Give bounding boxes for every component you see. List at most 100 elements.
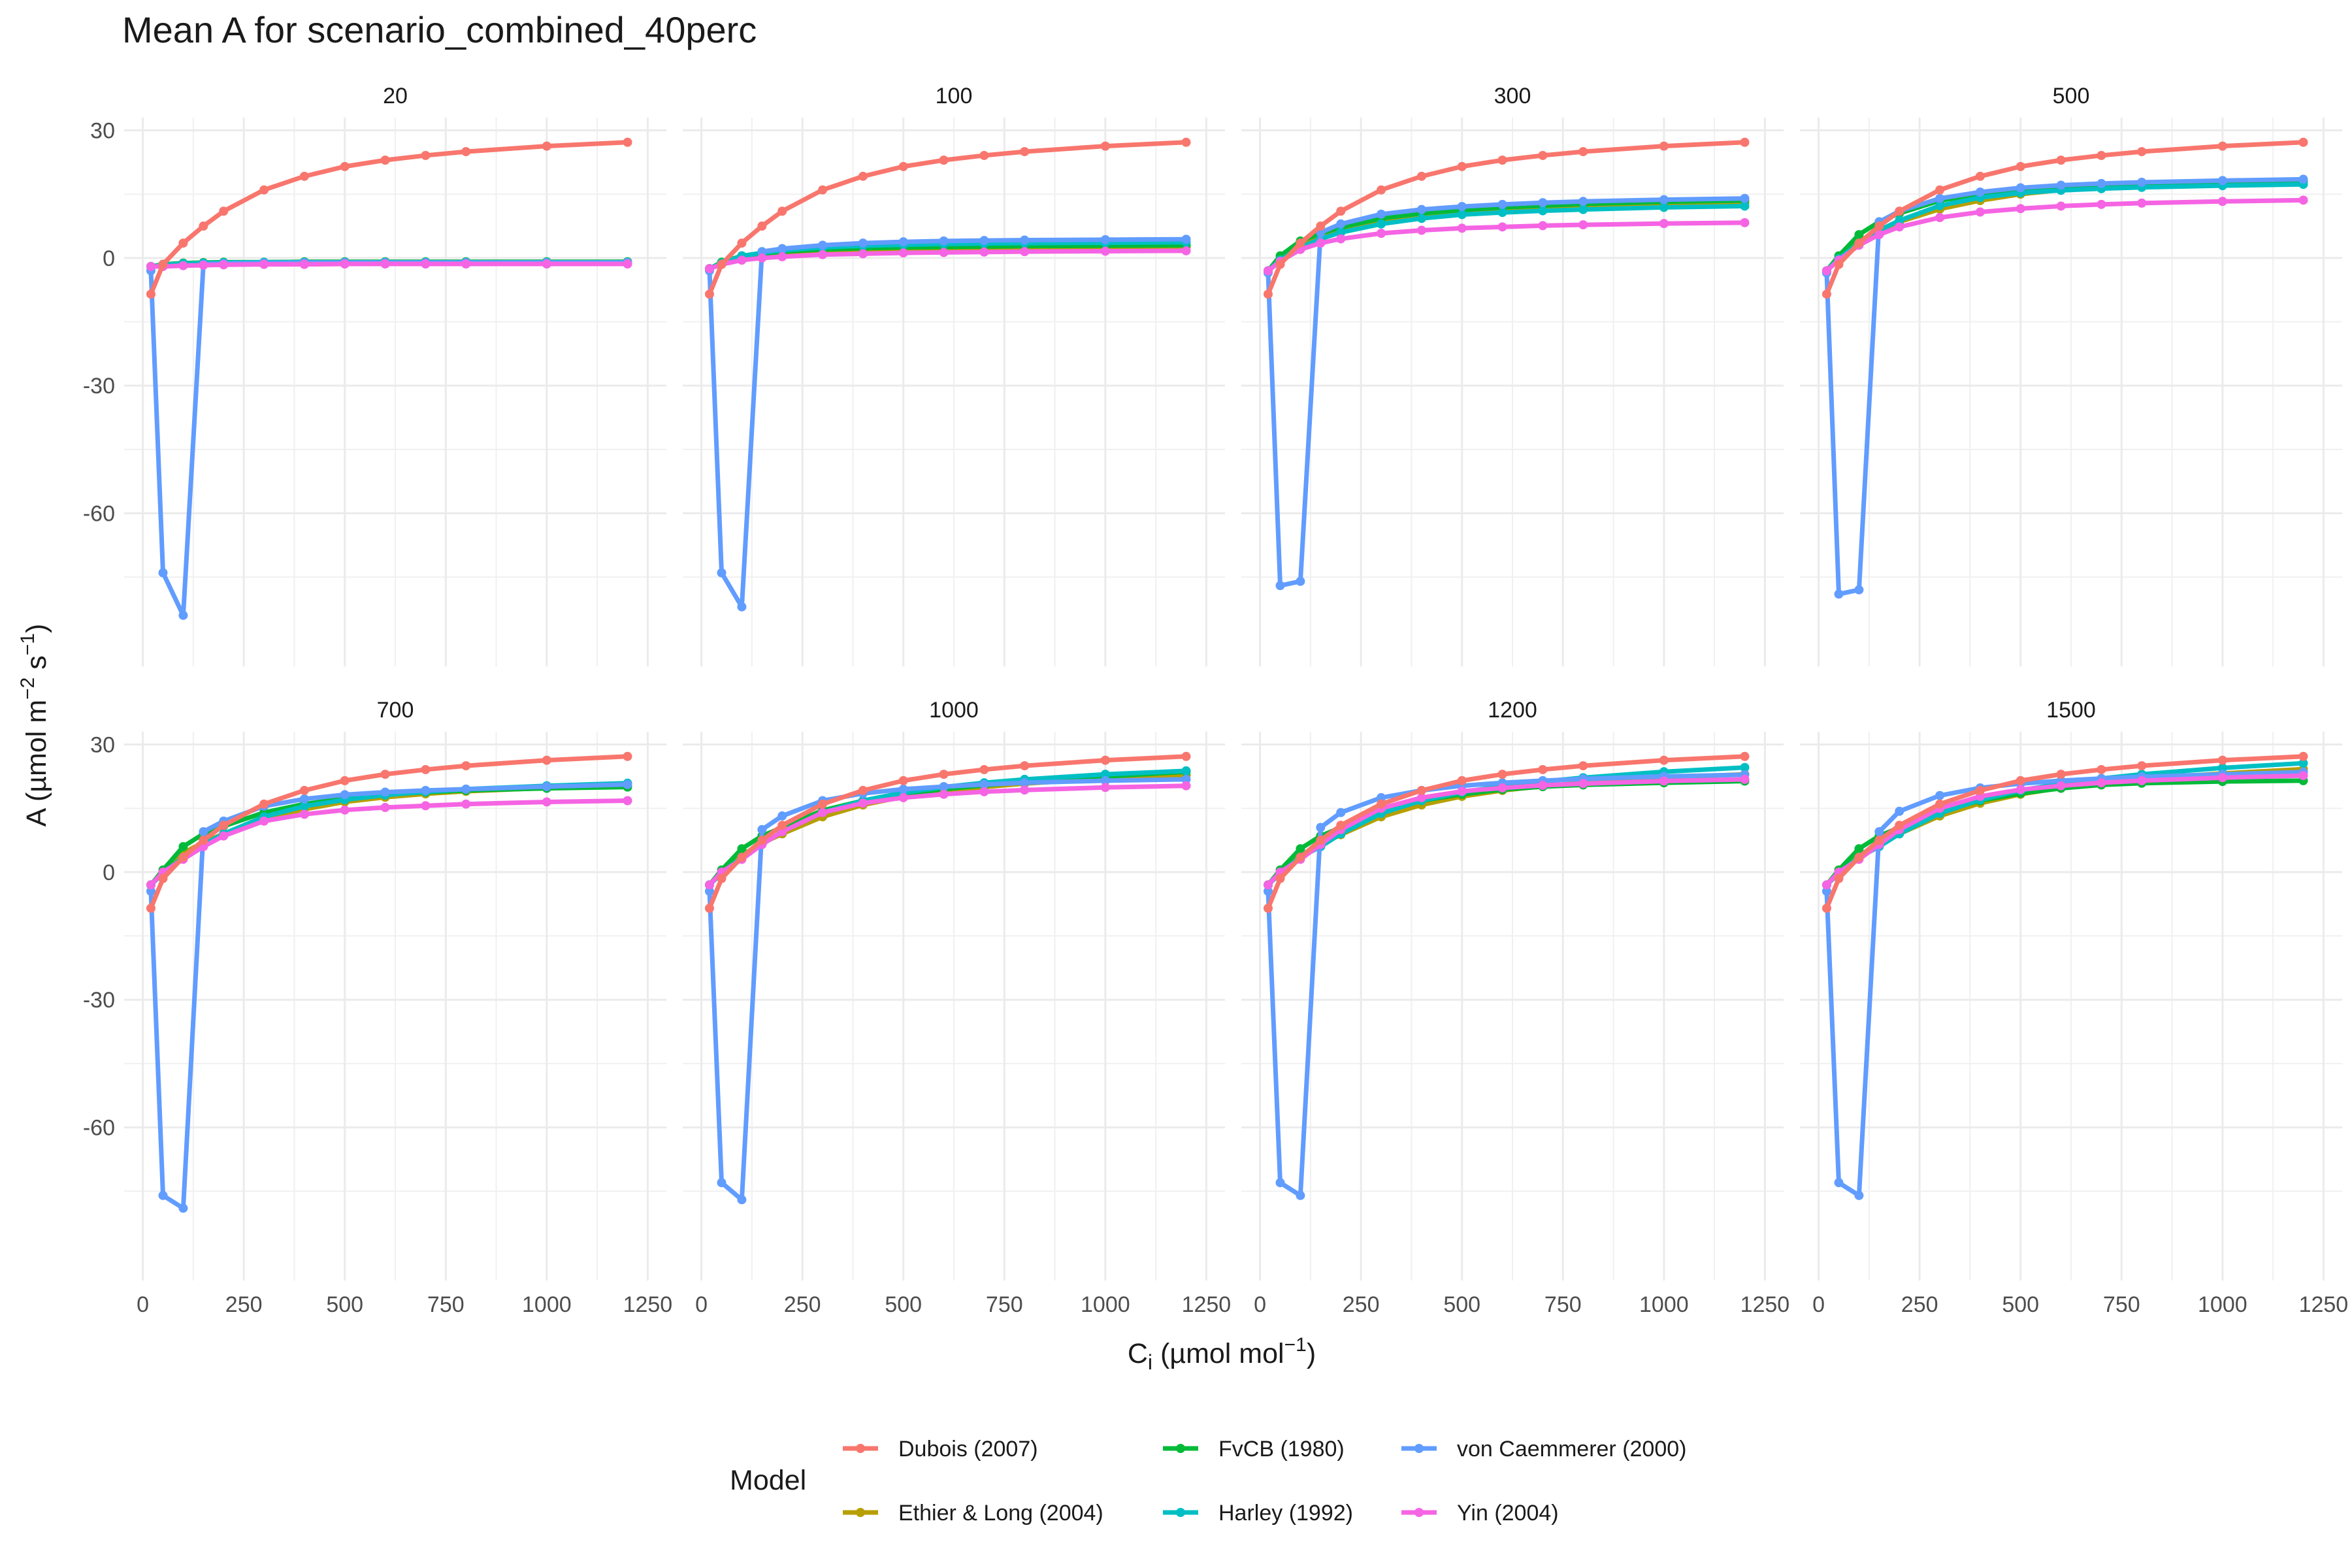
- data-point-dubois-2007: [757, 221, 767, 231]
- data-point-yin-2004: [704, 880, 714, 890]
- legend-item-fvcb-1980: FvCB (1980): [1163, 1437, 1345, 1462]
- data-point-dubois-2007: [542, 755, 551, 765]
- data-point-yin-2004: [898, 248, 908, 258]
- legend-key-point: [1176, 1508, 1185, 1517]
- data-point-dubois-2007: [1377, 799, 1386, 809]
- data-point-yin-2004: [178, 261, 188, 270]
- data-point-yin-2004: [2097, 778, 2106, 788]
- data-point-dubois-2007: [1296, 238, 1305, 248]
- data-point-yin-2004: [1659, 776, 1669, 786]
- data-point-von-caemmerer-2000: [1275, 1178, 1285, 1188]
- data-point-dubois-2007: [1316, 221, 1326, 231]
- data-point-yin-2004: [1416, 225, 1426, 235]
- data-point-von-caemmerer-2000: [1100, 235, 1110, 244]
- data-point-von-caemmerer-2000: [1497, 199, 1507, 209]
- data-point-yin-2004: [1874, 230, 1884, 240]
- data-point-dubois-2007: [421, 150, 431, 160]
- data-point-harley-1992: [299, 801, 309, 811]
- data-point-dubois-2007: [1740, 137, 1750, 147]
- series-line-von-caemmerer-2000: [707, 237, 1188, 610]
- data-point-yin-2004: [380, 259, 390, 269]
- data-point-dubois-2007: [1457, 161, 1467, 171]
- data-point-yin-2004: [2137, 198, 2147, 208]
- data-point-yin-2004: [2016, 204, 2025, 214]
- panel-strip-label: 300: [1494, 84, 1531, 108]
- data-point-harley-1992: [1457, 210, 1467, 220]
- data-point-yin-2004: [2056, 201, 2066, 211]
- data-point-von-caemmerer-2000: [178, 1203, 188, 1213]
- data-point-von-caemmerer-2000: [1336, 219, 1346, 229]
- x-tick-label: 500: [2002, 1292, 2039, 1317]
- panel-strip-label: 500: [2053, 84, 2090, 108]
- data-point-dubois-2007: [1821, 289, 1831, 299]
- data-point-dubois-2007: [1975, 171, 1985, 181]
- data-point-von-caemmerer-2000: [380, 787, 390, 797]
- panel-1200: 1200 0 250 500 750 1000 1250: [1241, 698, 1789, 1317]
- data-point-dubois-2007: [2056, 155, 2066, 165]
- data-point-dubois-2007: [979, 764, 989, 774]
- data-point-dubois-2007: [1821, 904, 1831, 913]
- data-point-von-caemmerer-2000: [158, 568, 168, 578]
- data-point-dubois-2007: [1020, 147, 1030, 157]
- data-point-yin-2004: [1578, 220, 1588, 230]
- data-point-yin-2004: [623, 796, 632, 806]
- data-point-von-caemmerer-2000: [2217, 176, 2227, 186]
- data-point-von-caemmerer-2000: [777, 811, 787, 821]
- data-point-harley-1992: [1895, 216, 1904, 225]
- data-point-dubois-2007: [199, 836, 208, 845]
- series-line-von-caemmerer-2000: [1824, 176, 2306, 596]
- data-point-dubois-2007: [1854, 853, 1864, 862]
- data-point-yin-2004: [1975, 207, 1985, 217]
- data-point-yin-2004: [898, 792, 908, 802]
- data-point-yin-2004: [979, 247, 989, 257]
- data-point-yin-2004: [340, 805, 350, 815]
- data-point-dubois-2007: [1895, 821, 1904, 830]
- legend-label: Dubois (2007): [898, 1437, 1038, 1462]
- data-point-dubois-2007: [2016, 161, 2025, 171]
- data-point-von-caemmerer-2000: [777, 244, 787, 253]
- data-point-yin-2004: [1457, 223, 1467, 233]
- data-point-dubois-2007: [1416, 785, 1426, 795]
- data-point-yin-2004: [623, 259, 632, 269]
- x-axis-label: Ci (µmol mol−1): [1128, 1334, 1316, 1374]
- x-tick-label: 0: [695, 1292, 708, 1317]
- data-point-yin-2004: [1895, 222, 1904, 232]
- legend-title: Model: [730, 1465, 806, 1496]
- data-point-von-caemmerer-2000: [158, 1190, 168, 1200]
- x-tick-label: 750: [1544, 1292, 1582, 1317]
- data-point-yin-2004: [340, 259, 350, 269]
- data-point-yin-2004: [2298, 771, 2308, 781]
- data-point-dubois-2007: [1935, 799, 1945, 809]
- data-point-harley-1992: [1659, 203, 1669, 212]
- data-point-fvcb-1980: [1854, 844, 1864, 854]
- data-point-yin-2004: [777, 252, 787, 261]
- data-point-dubois-2007: [1874, 221, 1884, 231]
- data-point-von-caemmerer-2000: [2137, 177, 2147, 187]
- data-point-von-caemmerer-2000: [1296, 1190, 1305, 1200]
- x-tick-label: 1000: [2198, 1292, 2247, 1317]
- data-point-dubois-2007: [979, 150, 989, 160]
- data-point-von-caemmerer-2000: [1181, 774, 1191, 784]
- data-point-dubois-2007: [1181, 751, 1191, 761]
- data-point-von-caemmerer-2000: [1457, 202, 1467, 212]
- data-point-yin-2004: [1740, 774, 1750, 784]
- data-point-dubois-2007: [199, 221, 208, 231]
- data-point-dubois-2007: [299, 171, 309, 181]
- data-point-dubois-2007: [704, 289, 714, 299]
- x-tick-label: 0: [1254, 1292, 1266, 1317]
- data-point-dubois-2007: [380, 770, 390, 779]
- data-point-dubois-2007: [158, 259, 168, 269]
- x-tick-label: 1000: [1639, 1292, 1689, 1317]
- data-point-dubois-2007: [777, 206, 787, 216]
- data-point-dubois-2007: [1296, 853, 1305, 862]
- data-point-dubois-2007: [717, 874, 727, 883]
- data-point-fvcb-1980: [1296, 844, 1305, 854]
- y-tick-label: -60: [83, 1116, 115, 1141]
- legend-label: Ethier & Long (2004): [898, 1501, 1103, 1526]
- x-tick-label: 750: [427, 1292, 465, 1317]
- x-tick-label: 0: [137, 1292, 149, 1317]
- y-tick-label: -60: [83, 502, 115, 527]
- panel-100: 100: [683, 84, 1225, 666]
- data-point-yin-2004: [2097, 199, 2106, 209]
